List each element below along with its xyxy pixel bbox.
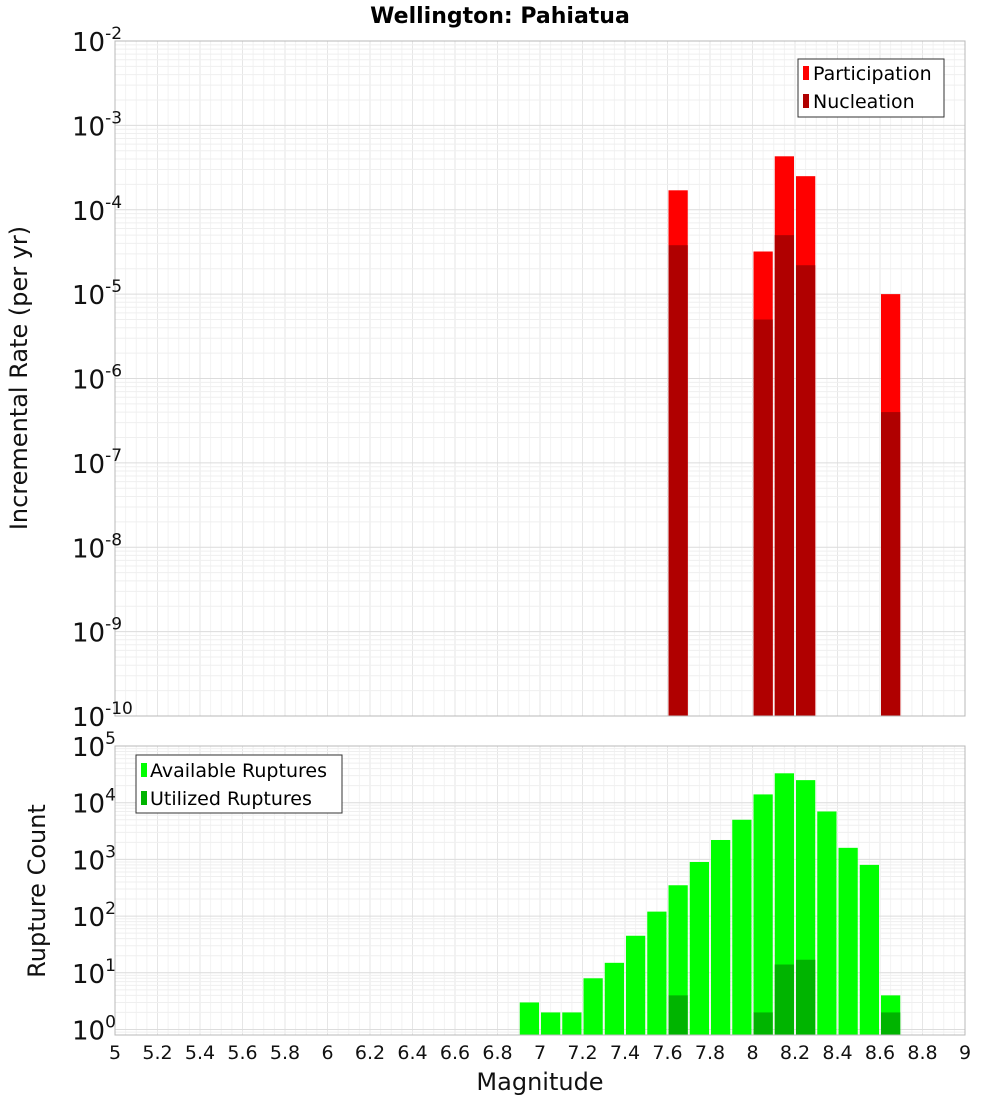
- count-plot-frame: [114, 745, 966, 1036]
- nucleation-legend-label: Nucleation: [813, 91, 915, 113]
- rate-bar-nucleation: [753, 319, 773, 716]
- x-tick-label: 8.4: [822, 1042, 852, 1064]
- x-tick-label: 6.4: [397, 1042, 427, 1064]
- rate-y-axis-label: Incremental Rate (per yr): [5, 226, 33, 530]
- rate-grid: [114, 40, 966, 717]
- count-bar-available-ruptures: [689, 861, 709, 1035]
- rate-plot-frame: [114, 40, 966, 717]
- rate-y-tick-label: 10-3: [72, 108, 122, 142]
- count-bar-utilized-ruptures: [753, 1012, 773, 1035]
- count-bar-available-ruptures: [753, 794, 773, 1035]
- x-tick-label: 6: [321, 1042, 333, 1064]
- count-bar-utilized-ruptures: [774, 964, 794, 1035]
- count-y-tick-label: 100: [72, 1013, 116, 1047]
- count-bar-utilized-ruptures: [881, 1012, 901, 1035]
- utilized-ruptures-legend-label: Utilized Ruptures: [150, 788, 312, 810]
- count-bar-available-ruptures: [859, 864, 879, 1035]
- rate-bar-nucleation: [796, 265, 816, 716]
- rate-bars: [668, 156, 901, 717]
- rate-y-tick-label: 10-6: [72, 362, 122, 396]
- rate-bar-nucleation: [668, 245, 688, 717]
- rate-y-tick-label: 10-8: [72, 530, 122, 564]
- rate-y-tick-label: 10-10: [72, 699, 133, 733]
- count-bar-available-ruptures: [647, 911, 667, 1035]
- x-tick-label: 8: [746, 1042, 758, 1064]
- participation-legend-label: Participation: [813, 63, 932, 85]
- count-y-tick-label: 103: [72, 842, 116, 876]
- x-tick-label: 7: [534, 1042, 546, 1064]
- rate-legend: Participation Nucleation: [797, 58, 945, 118]
- x-tick-label: 8.6: [865, 1042, 895, 1064]
- x-tick-label: 7.8: [695, 1042, 725, 1064]
- available-ruptures-legend-label: Available Ruptures: [150, 760, 327, 782]
- count-bars: [519, 773, 901, 1035]
- count-legend: Available Ruptures Utilized Ruptures: [135, 754, 343, 814]
- count-bar-available-ruptures: [732, 819, 752, 1035]
- count-y-tick-label: 102: [72, 899, 116, 933]
- x-tick-label: 5.4: [185, 1042, 215, 1064]
- chart-title: Wellington: Pahiatua: [370, 4, 630, 29]
- rate-bar-nucleation: [774, 235, 794, 716]
- count-y-tick-label: 105: [72, 729, 116, 763]
- available-ruptures-swatch: [141, 763, 147, 777]
- rate-y-tick-label: 10-2: [72, 24, 122, 58]
- count-bar-available-ruptures: [817, 811, 837, 1035]
- rate-y-tick-label: 10-9: [72, 615, 122, 649]
- x-tick-label: 6.2: [355, 1042, 385, 1064]
- rate-y-ticks: 10-10 10-9 10-8 10-7 10-6 10-5 10-4 10-3 10-2: [72, 24, 133, 733]
- count-y-ticks: 100 101 102 103 104 105: [72, 729, 116, 1047]
- utilized-ruptures-swatch: [141, 791, 147, 805]
- participation-swatch: [803, 66, 809, 80]
- count-y-axis-label: Rupture Count: [23, 804, 51, 978]
- x-tick-label: 8.2: [780, 1042, 810, 1064]
- count-bar-available-ruptures: [626, 935, 646, 1035]
- count-y-tick-label: 101: [72, 956, 116, 990]
- x-tick-label: 5: [109, 1042, 121, 1064]
- count-bar-utilized-ruptures: [796, 959, 816, 1035]
- x-tick-label: 6.8: [482, 1042, 512, 1064]
- rate-bar-nucleation: [881, 412, 901, 716]
- x-tick-label: 8.8: [907, 1042, 937, 1064]
- rate-y-tick-label: 10-5: [72, 277, 122, 311]
- x-tick-label: 5.6: [227, 1042, 257, 1064]
- x-tick-label: 6.6: [440, 1042, 470, 1064]
- count-bar-available-ruptures: [711, 839, 731, 1035]
- x-axis-ticks: 5 5.2 5.4 5.6 5.8 6 6.2 6.4 6.6 6.8 7 7.2 7.4 7.6 7.8 8…: [109, 1042, 971, 1064]
- rate-y-tick-label: 10-4: [72, 193, 122, 227]
- count-y-tick-label: 104: [72, 786, 116, 820]
- rate-panel: 10-10 10-9 10-8 10-7 10-6 10-5 10-4 10-3 10-2 In…: [5, 24, 966, 733]
- count-bar-available-ruptures: [838, 847, 858, 1035]
- count-bar-available-ruptures: [583, 978, 603, 1035]
- x-tick-label: 7.4: [610, 1042, 640, 1064]
- x-tick-label: 7.2: [567, 1042, 597, 1064]
- x-axis-label: Magnitude: [476, 1068, 603, 1096]
- count-bar-utilized-ruptures: [668, 995, 688, 1035]
- count-bar-available-ruptures: [519, 1002, 539, 1035]
- x-tick-label: 7.6: [652, 1042, 682, 1064]
- x-tick-label: 5.8: [270, 1042, 300, 1064]
- nucleation-swatch: [803, 94, 809, 108]
- x-tick-label: 5.2: [142, 1042, 172, 1064]
- x-tick-label: 9: [959, 1042, 971, 1064]
- count-bar-available-ruptures: [541, 1012, 561, 1035]
- count-bar-available-ruptures: [562, 1012, 582, 1035]
- count-panel: 100 101 102 103 104 105 Rupture Count Availab…: [23, 729, 966, 1047]
- rate-legend-box: [797, 58, 945, 118]
- count-legend-box: [135, 754, 343, 814]
- rate-y-tick-label: 10-7: [72, 446, 122, 480]
- count-bar-available-ruptures: [604, 962, 624, 1035]
